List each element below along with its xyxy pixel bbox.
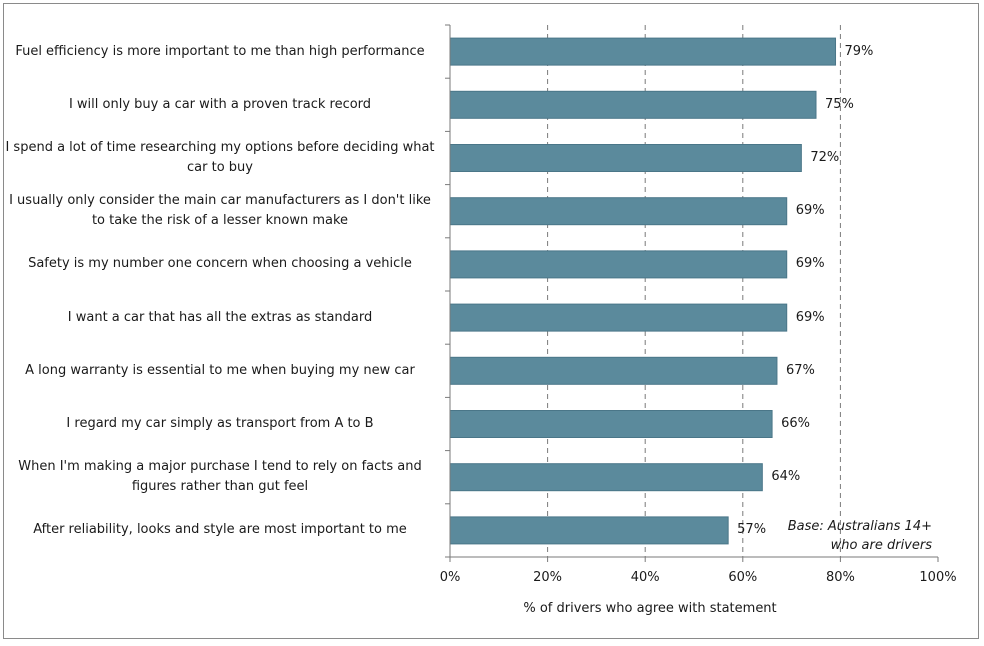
category-label-10: After reliability, looks and style are m…	[5, 520, 435, 540]
value-label-7: 67%	[785, 362, 815, 378]
category-label-9-line-1: When I'm making a major purchase I tend …	[18, 459, 422, 475]
x-tick-label-100: 100%	[919, 570, 957, 585]
value-label-8: 66%	[781, 416, 810, 431]
x-tick-label-20: 20%	[533, 570, 563, 585]
category-label-3-line-1: I spend a lot of time researching my opt…	[5, 140, 435, 155]
category-label-3-line-2: car to buy	[187, 160, 253, 175]
category-label-8-line-1: I regard my car simply as transport from…	[66, 416, 374, 431]
category-label-1-line-1: Fuel efficiency is more important to me …	[15, 43, 425, 59]
category-label-5-line-1: Safety is my number one concern when cho…	[28, 256, 412, 272]
category-label-9: When I'm making a major purchase I tend …	[5, 457, 435, 497]
category-label-7: A long warranty is essential to me when …	[5, 361, 435, 381]
x-axis-title: % of drivers who agree with statement	[523, 601, 777, 616]
value-label-6: 69%	[795, 309, 825, 325]
category-label-4-line-1: I usually only consider the main car man…	[9, 193, 431, 209]
x-tick-label-0: 0%	[439, 570, 461, 585]
bar-1	[449, 37, 837, 66]
category-label-5: Safety is my number one concern when cho…	[5, 254, 435, 274]
base-annotation-line-1: Base: Australians 14+	[787, 519, 932, 534]
value-label-10: 57%	[737, 522, 767, 538]
value-label-1: 79%	[844, 43, 874, 59]
value-label-5: 69%	[795, 256, 825, 272]
category-label-7-line-1: A long warranty is essential to me when …	[25, 362, 415, 378]
bar-2	[449, 90, 817, 119]
category-label-6: I want a car that has all the extras as …	[5, 308, 435, 328]
category-label-9-line-2: figures rather than gut feel	[131, 479, 309, 495]
base-annotation-line-2: who are drivers	[830, 538, 932, 553]
category-label-10-line-1: After reliability, looks and style are m…	[33, 522, 407, 538]
x-tick-label-80: 80%	[825, 570, 855, 585]
x-tick-label-60: 60%	[728, 570, 758, 585]
bar-3	[449, 144, 802, 172]
category-label-2: I will only buy a car with a proven trac…	[5, 95, 435, 115]
value-label-2: 75%	[825, 96, 854, 112]
bar-7	[449, 356, 778, 385]
category-label-2-line-1: I will only buy a car with a proven trac…	[68, 96, 372, 112]
category-label-8: I regard my car simply as transport from…	[5, 414, 435, 434]
category-label-6-line-1: I want a car that has all the extras as …	[67, 309, 373, 325]
base-annotation: Base: Australians 14+ who are drivers	[788, 517, 932, 555]
category-label-1: Fuel efficiency is more important to me …	[5, 42, 435, 62]
category-label-3: I spend a lot of time researching my opt…	[5, 138, 435, 178]
value-label-3: 72%	[810, 150, 840, 165]
bar-9	[449, 463, 763, 492]
bar-6	[449, 303, 788, 332]
bar-4	[449, 197, 788, 226]
bar-5	[449, 250, 788, 279]
category-label-4: I usually only consider the main car man…	[5, 191, 435, 231]
value-label-9: 64%	[771, 469, 801, 485]
bar-8	[449, 410, 773, 438]
category-label-4-line-2: to take the risk of a lesser known make	[91, 213, 349, 229]
bar-10	[449, 516, 729, 545]
value-label-4: 69%	[795, 203, 825, 219]
x-tick-label-40: 40%	[630, 570, 660, 585]
